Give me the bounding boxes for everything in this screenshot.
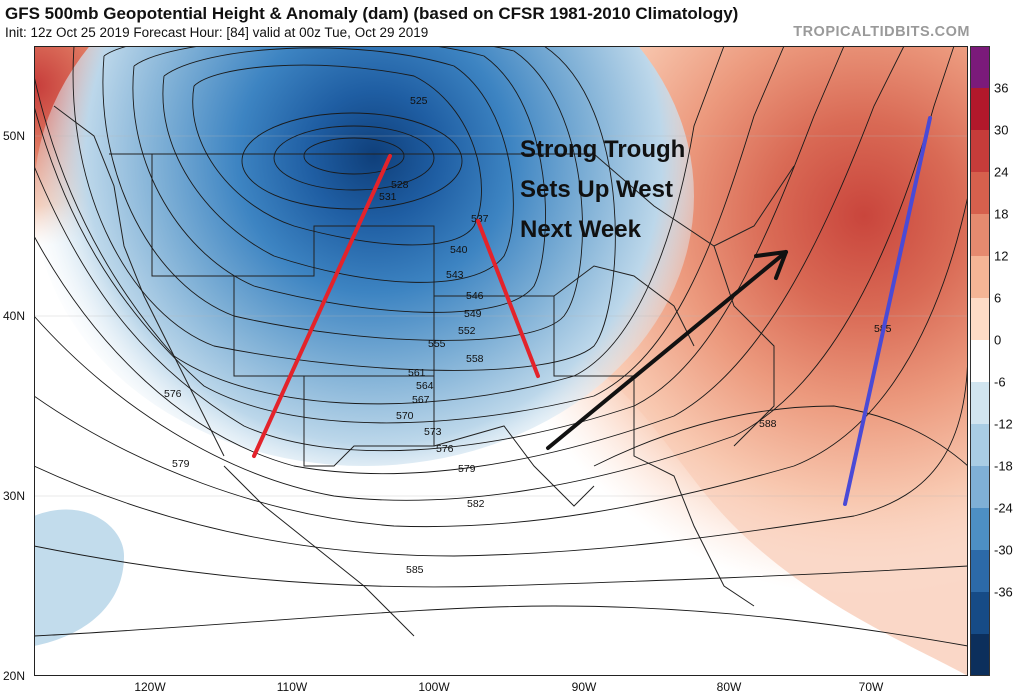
overlay-annotations: [252, 116, 932, 506]
anomaly-map: 525 528 531 537 540 543 546 549 552 555 …: [34, 46, 968, 676]
red-trough-axis-west: [252, 154, 392, 458]
contour-label: 528: [391, 179, 409, 191]
contour-labels: 525 528 531 537 540 543 546 549 552 555 …: [164, 95, 892, 576]
lat-label: 20N: [3, 669, 26, 683]
lon-label: 100W: [418, 680, 450, 694]
lon-label: 120W: [134, 680, 166, 694]
contour-label: 546: [466, 290, 484, 302]
contour-label: 549: [464, 308, 482, 320]
lon-label: 70W: [858, 680, 884, 694]
colorbar-tick-label: 12: [994, 248, 1009, 264]
black-flow-arrow: [546, 250, 788, 450]
colorbar-tick-label: 0: [994, 332, 1002, 348]
map-annotation: Strong Trough Sets Up West Next Week: [520, 130, 685, 250]
political-borders: [53, 105, 795, 637]
colorbar-swatch: [970, 508, 990, 551]
contour-label: 552: [458, 325, 476, 337]
contour-label: 573: [424, 426, 442, 438]
contour-label: 555: [428, 338, 446, 350]
lat-label: 50N: [3, 129, 26, 143]
contour-label: 576: [436, 443, 454, 455]
colorbar-tick-label: -30: [994, 542, 1013, 558]
colorbar-swatch: [970, 130, 990, 173]
colorbar-tick-label: 24: [994, 164, 1009, 180]
contour-label: 543: [446, 269, 464, 281]
annotation-line: Next Week: [520, 216, 641, 243]
colorbar-tick-label: -36: [994, 584, 1013, 600]
lat-label: 40N: [3, 309, 26, 323]
contour-label: 564: [416, 380, 434, 392]
contour-label: 525: [410, 95, 428, 107]
annotation-line: Sets Up West: [520, 176, 673, 203]
contour-label: 561: [408, 367, 426, 379]
contour-label: 588: [759, 418, 777, 430]
colorbar-swatch: [970, 550, 990, 593]
colorbar-swatch: [970, 634, 990, 676]
colorbar-tick-label: -18: [994, 458, 1013, 474]
colorbar-swatch: [970, 88, 990, 131]
colorbar-swatch: [970, 340, 990, 383]
colorbar-swatch: [970, 382, 990, 425]
colorbar-tick-label: 6: [994, 290, 1002, 306]
red-trough-axis-east: [476, 219, 540, 378]
lat-label: 30N: [3, 489, 26, 503]
lon-label: 80W: [716, 680, 742, 694]
colorbar-swatch: [970, 256, 990, 299]
contour-label: 585: [406, 564, 424, 576]
colorbar-tick-label: -24: [994, 500, 1013, 516]
colorbar-swatch: [970, 592, 990, 635]
contour-label: 558: [466, 353, 484, 365]
contour-label: 570: [396, 410, 414, 422]
height-contours: [34, 46, 968, 647]
contour-label: 531: [379, 191, 397, 203]
colorbar-swatch: [970, 46, 990, 89]
blue-ridge-axis: [843, 116, 932, 506]
colorbar-tick-label: 36: [994, 80, 1009, 96]
contour-label: 579: [172, 458, 190, 470]
colorbar: [970, 46, 990, 676]
neg-anomaly-pacific: [34, 509, 124, 646]
contour-label: 579: [458, 463, 476, 475]
colorbar-frame: [970, 46, 990, 676]
colorbar-swatch: [970, 214, 990, 257]
lon-label: 90W: [571, 680, 597, 694]
colorbar-swatch: [970, 298, 990, 341]
contour-label: 567: [412, 394, 430, 406]
colorbar-tick-label: -6: [994, 374, 1006, 390]
lon-label: 110W: [276, 680, 308, 694]
colorbar-tick-label: -12: [994, 416, 1013, 432]
map-title: GFS 500mb Geopotential Height & Anomaly …: [5, 4, 739, 23]
colorbar-tick-label: 18: [994, 206, 1009, 222]
colorbar-swatch: [970, 172, 990, 215]
watermark: TROPICALTIDBITS.COM: [793, 24, 970, 40]
neg-anomaly-trough: [34, 46, 694, 466]
colorbar-swatch: [970, 424, 990, 467]
contour-label: 576: [164, 388, 182, 400]
contour-label: 582: [467, 498, 485, 510]
annotation-line: Strong Trough: [520, 136, 686, 163]
contour-label: 540: [450, 244, 468, 256]
contour-label: 537: [471, 213, 489, 225]
map-frame: [34, 46, 968, 676]
colorbar-tick-label: 30: [994, 122, 1009, 138]
colorbar-swatch: [970, 466, 990, 509]
map-subtitle: Init: 12z Oct 25 2019 Forecast Hour: [84…: [5, 25, 429, 40]
arrow-head: [754, 250, 788, 280]
graticule: [34, 135, 968, 497]
